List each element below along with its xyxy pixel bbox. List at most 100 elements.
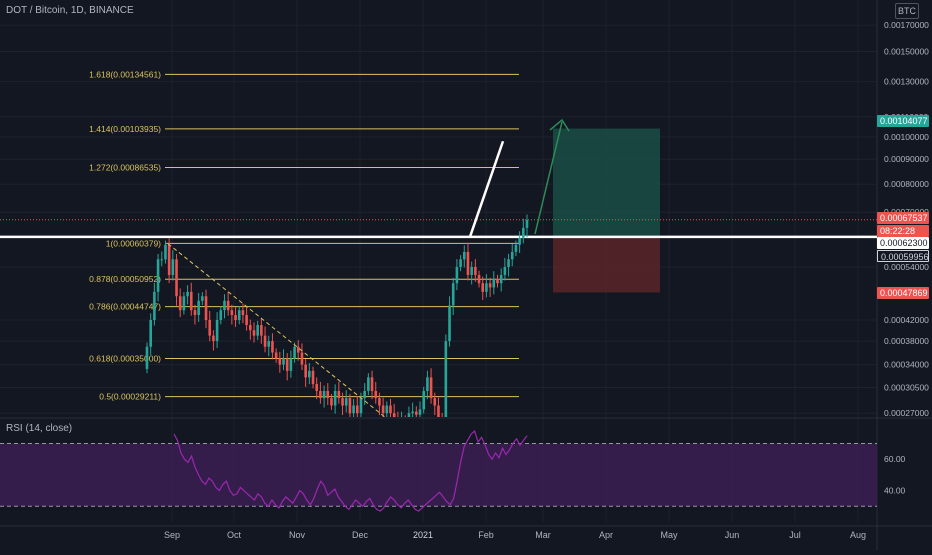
fib-level-label: 0.5(0.00029211) [99, 392, 161, 402]
candle-body [499, 274, 503, 284]
rsi-y-tick-label: 60.00 [884, 454, 906, 464]
fib-level-label: 1.414(0.00103935) [89, 124, 161, 134]
candle-body [223, 300, 226, 311]
candle-body [274, 352, 278, 359]
candle-body [518, 237, 521, 245]
candle-body [315, 384, 319, 391]
candle-body [145, 346, 149, 369]
candle-body [492, 279, 496, 288]
candle-body [271, 341, 274, 353]
candle-body [289, 358, 293, 371]
candle-body [308, 370, 311, 378]
y-tick-label: 0.00034000 [884, 360, 929, 370]
candle-body [418, 409, 422, 415]
candle-body [285, 358, 289, 371]
target-arrow-shaft [534, 121, 563, 235]
y-tick-label: 0.00130000 [884, 77, 929, 87]
candle-body [385, 405, 389, 414]
candle-body [341, 398, 344, 406]
candle-body [267, 341, 271, 347]
candle-body [363, 390, 366, 399]
entry-price-tag: 0.00062300 [877, 237, 929, 249]
y-tick-label: 0.00042000 [884, 315, 929, 325]
breakout-projection-line [468, 140, 505, 238]
candle-body [415, 411, 418, 415]
x-tick-label: Jun [725, 530, 740, 540]
candle-body [488, 283, 492, 288]
candle-body [182, 296, 186, 311]
fib-level-label: 1(0.00060379) [106, 238, 161, 248]
candle-body [429, 377, 433, 399]
candle-body [208, 320, 212, 336]
candle-body [160, 259, 164, 261]
candle-body [333, 390, 337, 406]
x-tick-label: Mar [535, 530, 551, 540]
candle-body [422, 390, 425, 410]
candle-body [455, 266, 459, 284]
candle-body [474, 266, 477, 275]
candle-body [175, 259, 178, 297]
fib-level-label: 1.618(0.00134561) [89, 69, 161, 79]
candle-body [359, 398, 363, 414]
candle-body [477, 274, 481, 284]
currency-badge[interactable]: BTC [895, 3, 919, 19]
candle-body [230, 310, 234, 316]
x-tick-label: 2021 [413, 530, 433, 540]
candle-body [197, 300, 200, 316]
candle-body [392, 413, 396, 417]
y-tick-label: 0.00027000 [884, 408, 929, 418]
x-tick-label: Aug [850, 530, 866, 540]
candle-body [164, 244, 167, 260]
candle-body [212, 335, 215, 342]
rsi-line [173, 429, 528, 512]
candle-body [367, 377, 370, 391]
y-tick-label: 0.00038000 [884, 336, 929, 346]
candle-body [433, 398, 437, 406]
candle-body [322, 390, 326, 399]
fib-level-label: 1.272(0.00086535) [89, 163, 161, 173]
candle-body [355, 405, 359, 414]
candle-body [381, 405, 385, 414]
candle-body [485, 283, 488, 292]
candle-body [226, 300, 230, 311]
candle-body [352, 405, 355, 414]
candle-body [451, 283, 455, 306]
candle-body [237, 310, 241, 320]
candle-body [186, 291, 189, 297]
candle-body [510, 251, 514, 260]
y-tick-label: 0.00090000 [884, 154, 929, 164]
candle-body [525, 219, 529, 228]
candle-body [156, 259, 160, 292]
candles-group [145, 214, 529, 417]
fib-level-label: 0.878(0.00050952) [89, 274, 161, 284]
candle-body [437, 405, 440, 417]
candle-body [448, 305, 451, 342]
candle-body [167, 244, 171, 275]
x-tick-label: Apr [599, 530, 613, 540]
candle-body [278, 358, 282, 365]
candle-body [326, 390, 330, 399]
candle-body [300, 352, 304, 365]
descending-trendline [167, 243, 386, 418]
candle-body [507, 259, 510, 267]
candle-body [241, 310, 245, 316]
candle-body [370, 377, 374, 391]
candle-body [459, 259, 462, 267]
y-tick-label: 0.00030500 [884, 382, 929, 392]
candle-body [411, 411, 414, 414]
candle-body [171, 259, 175, 275]
candle-body [256, 325, 259, 336]
candle-body [219, 310, 223, 320]
candle-body [249, 325, 252, 331]
candle-body [462, 251, 466, 260]
candle-body [204, 296, 208, 320]
candle-body [348, 398, 352, 414]
x-tick-label: Oct [227, 530, 242, 540]
candle-body [503, 266, 507, 275]
candle-body [481, 283, 485, 292]
candle-body [178, 296, 182, 311]
candle-body [378, 398, 381, 406]
candle-body [470, 266, 473, 275]
